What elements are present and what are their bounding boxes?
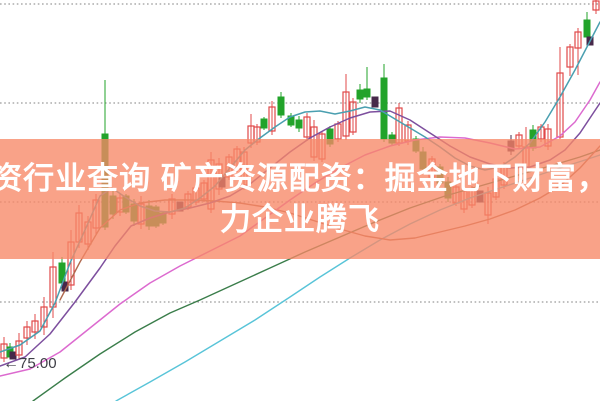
candle-body-down (380, 77, 388, 140)
candle-body-down (363, 88, 371, 98)
candle-body-up (303, 116, 311, 138)
headline-banner: 配资行业查询 矿产资源配资：掘金地下财富，助 力企业腾飞 (0, 139, 600, 259)
price-marker: ← 75.00 (3, 355, 57, 372)
candle-body-up (566, 46, 574, 68)
candle-body-down (260, 118, 268, 129)
candle-body-up (31, 320, 39, 333)
candle-body-up (349, 101, 357, 133)
candle-body-down (277, 96, 285, 116)
left-arrow-icon: ← (3, 355, 19, 372)
candle-body-up (556, 72, 564, 138)
price-marker-value: 75.00 (19, 355, 57, 372)
candle-body-up (23, 326, 31, 339)
headline-line-2: 力企业腾飞 (220, 202, 380, 237)
candle-body-up (592, 0, 600, 11)
candle-body-down (295, 119, 303, 129)
candle-body-up (15, 340, 23, 356)
candle-body-up (342, 91, 350, 137)
candle-body-dark (371, 96, 379, 108)
candle-body-down (356, 89, 364, 100)
candle-body-up (574, 31, 582, 49)
candle-body-up (268, 106, 276, 132)
headline-line-1: 配资行业查询 矿产资源配资：掘金地下财富，助 (0, 161, 600, 196)
candle-body-down (583, 19, 591, 38)
